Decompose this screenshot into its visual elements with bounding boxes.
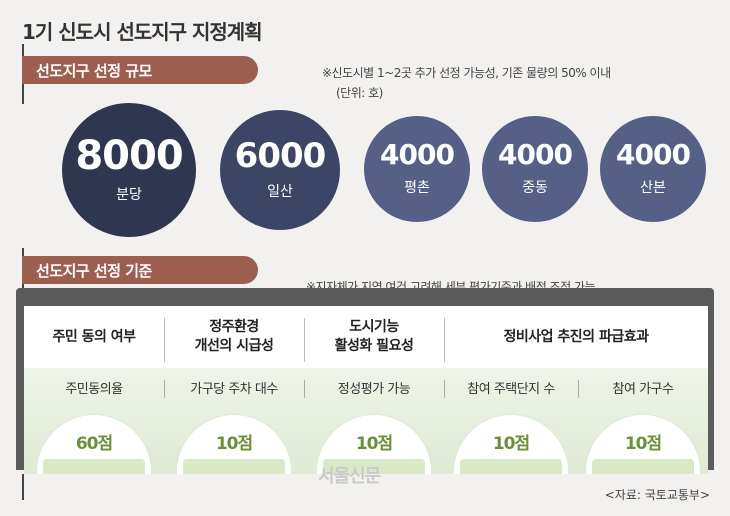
criterion-label: 정성평가 가능 <box>337 382 411 397</box>
col-head-line: 주민 동의 여부 <box>52 328 136 345</box>
col-divider <box>304 318 305 362</box>
unit-note: (단위: 호) <box>336 86 383 100</box>
col-head-line: 도시기능 <box>349 319 399 336</box>
col-divider <box>164 318 165 362</box>
score-value: 10점 <box>355 434 393 454</box>
section-tag-scale: 선도지구 선정 규모 <box>22 56 258 84</box>
criterion-label: 참여 주택단지 수 <box>467 382 555 397</box>
scale-note: ※신도시별 1~2곳 추가 선정 가능성, 기존 물량의 50% 이내 <box>322 66 611 80</box>
score-band <box>592 459 694 474</box>
bubble-bundang: 8000 분당 <box>62 103 196 237</box>
bubble-jungdong: 4000 중동 <box>482 116 588 222</box>
bubble-value: 4000 <box>498 138 573 171</box>
criterion-divider <box>578 380 579 398</box>
left-rule-3 <box>22 474 24 500</box>
bubble-value: 4000 <box>380 138 455 171</box>
criterion-divider <box>444 380 445 398</box>
bubble-ilsan: 6000 일산 <box>220 110 340 230</box>
bubble-value: 4000 <box>616 138 691 171</box>
source-credit: <자료: 국토교통부> <box>604 488 710 502</box>
section-tag-criteria: 선도지구 선정 기준 <box>22 256 258 284</box>
criterion-label: 참여 가구수 <box>612 382 674 397</box>
bubble-value: 6000 <box>234 136 327 176</box>
page-title: 1기 신도시 선도지구 지정계획 <box>22 20 263 44</box>
score-value: 10점 <box>624 434 662 454</box>
col-head-ripple: 정비사업 추진의 파급효과 <box>444 306 708 368</box>
bubble-name: 분당 <box>116 187 142 203</box>
score-band <box>43 459 145 474</box>
col-head-line: 활성화 필요성 <box>334 338 414 354</box>
bubble-name: 일산 <box>267 184 293 200</box>
score-band <box>460 459 562 474</box>
col-head-line: 정비사업 추진의 파급효과 <box>503 328 649 345</box>
bubble-sanbon: 4000 산본 <box>600 116 706 222</box>
score-band <box>183 459 285 474</box>
col-divider <box>444 318 445 362</box>
bubble-value: 8000 <box>75 133 183 179</box>
watermark-logo: 서울신문 <box>318 466 381 487</box>
bubble-name: 평촌 <box>404 180 430 196</box>
bubble-pyeongchon: 4000 평촌 <box>364 116 470 222</box>
score-value: 60점 <box>75 434 113 454</box>
col-head-line: 정주환경 <box>209 319 259 336</box>
criterion-divider <box>304 380 305 398</box>
bubble-name: 중동 <box>522 180 548 196</box>
col-head-line: 개선의 시급성 <box>194 338 274 354</box>
score-value: 10점 <box>492 434 530 454</box>
col-head-consent: 주민 동의 여부 <box>24 306 164 368</box>
criterion-label: 가구당 주차 대수 <box>190 382 278 397</box>
score-value: 10점 <box>215 434 253 454</box>
criterion-label: 주민동의율 <box>65 382 123 397</box>
criterion-divider <box>164 380 165 398</box>
bubble-name: 산본 <box>640 180 666 196</box>
score-band <box>323 459 425 474</box>
